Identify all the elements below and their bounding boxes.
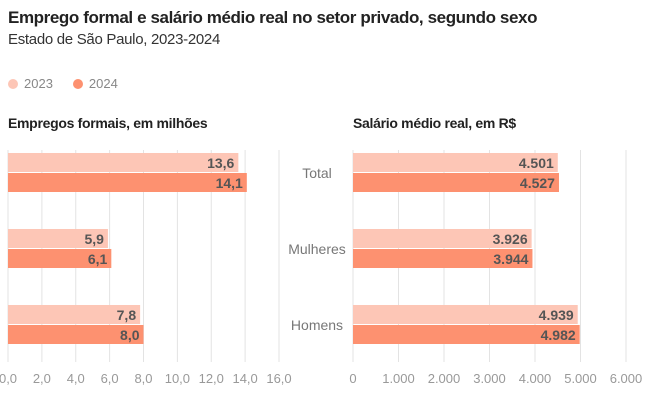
x-tick-label: 6.000	[610, 371, 643, 386]
data-label: 4.982	[541, 327, 576, 343]
bar-2024	[8, 249, 112, 268]
legend: 2023 2024	[8, 76, 118, 91]
legend-item-2023[interactable]: 2023	[8, 76, 53, 91]
chart-title: Emprego formal e salário médio real no s…	[8, 8, 538, 27]
data-label: 3.926	[493, 231, 528, 247]
bar-2024	[353, 325, 580, 344]
data-label: 6,1	[88, 251, 108, 267]
category-label: Mulheres	[288, 241, 346, 257]
bar-2023	[353, 229, 532, 248]
panel-title-empregos: Empregos formais, em milhões	[8, 115, 208, 131]
category-label: Homens	[291, 317, 343, 333]
legend-swatch	[72, 78, 83, 89]
x-tick-label: 12,0	[199, 371, 224, 386]
legend-item-2024[interactable]: 2024	[72, 76, 118, 91]
bar-2023	[8, 305, 141, 324]
bar-2024	[353, 249, 533, 268]
data-label: 8,0	[120, 327, 140, 343]
x-tick-label: 8,0	[134, 371, 152, 386]
x-tick-label: 3.000	[473, 371, 506, 386]
bar-2024	[8, 173, 247, 192]
data-label: 13,6	[207, 155, 234, 171]
chart-subtitle: Estado de São Paulo, 2023-2024	[8, 31, 221, 48]
data-label: 7,8	[117, 307, 137, 323]
legend-swatch	[8, 78, 18, 89]
x-tick-label: 10,0	[165, 371, 190, 386]
x-tick-label: 16,0	[266, 371, 291, 386]
x-tick-label: 1.000	[382, 371, 415, 386]
data-label: 4.939	[539, 307, 574, 323]
x-tick-label: 4,0	[67, 371, 85, 386]
data-label: 5,9	[84, 231, 104, 247]
category-label: Total	[302, 165, 332, 181]
bar-2023	[353, 153, 558, 172]
bar-2024	[8, 325, 144, 344]
x-tick-label: 0	[349, 371, 356, 386]
data-label: 4.501	[519, 155, 554, 171]
data-label: 3.944	[493, 251, 528, 267]
legend-label: 2023	[24, 76, 53, 91]
x-tick-label: 0,0	[0, 371, 17, 386]
x-tick-label: 2,0	[33, 371, 51, 386]
bar-2023	[8, 153, 239, 172]
x-tick-label: 2.000	[428, 371, 461, 386]
legend-label: 2024	[88, 76, 118, 91]
x-tick-label: 6,0	[101, 371, 119, 386]
bar-2023	[353, 305, 578, 324]
x-tick-label: 5.000	[564, 371, 597, 386]
bar-2024	[353, 173, 559, 192]
data-label: 14,1	[216, 175, 243, 191]
x-tick-label: 4.000	[519, 371, 552, 386]
panel-title-salario: Salário médio real, em R$	[353, 115, 516, 131]
data-label: 4.527	[520, 175, 555, 191]
bar-2023	[8, 229, 108, 248]
x-tick-label: 14,0	[232, 371, 257, 386]
